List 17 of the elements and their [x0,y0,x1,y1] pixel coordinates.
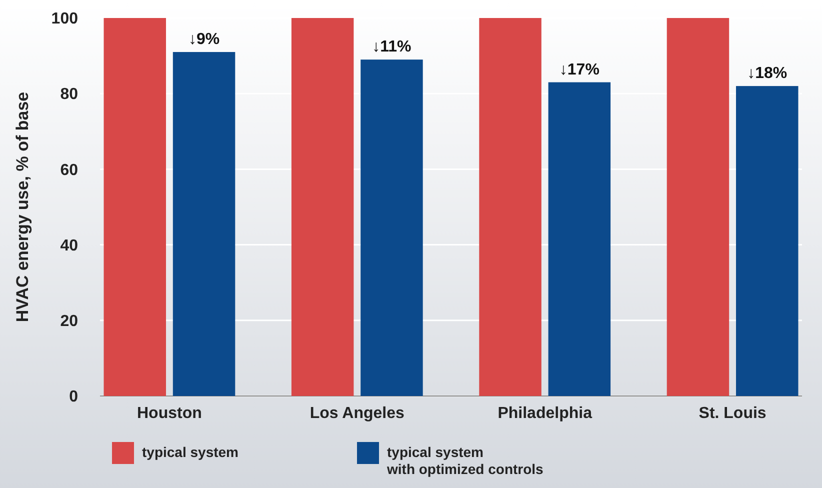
y-axis-title: HVAC energy use, % of base [13,92,32,322]
y-tick-label: 60 [60,162,78,179]
annotation: ↓9% [188,31,220,48]
y-tick-label: 0 [69,388,78,406]
legend-label: typical system with optimized controls [386,444,544,477]
y-tick-label: 80 [60,86,78,104]
x-tick-label: Philadelphia [498,405,592,422]
y-tick-label: 100 [51,10,78,28]
y-tick-label: 40 [60,237,78,254]
x-tick-label: Los Angeles [310,405,405,422]
x-tick-label: St. Louis [698,405,766,422]
annotation: ↓17% [559,61,600,78]
y-tick-label: 20 [60,313,78,330]
legend-label: typical system [142,444,238,460]
annotation: ↓18% [747,65,788,82]
annotation: ↓11% [372,38,412,56]
x-tick-label: Houston [137,405,202,422]
